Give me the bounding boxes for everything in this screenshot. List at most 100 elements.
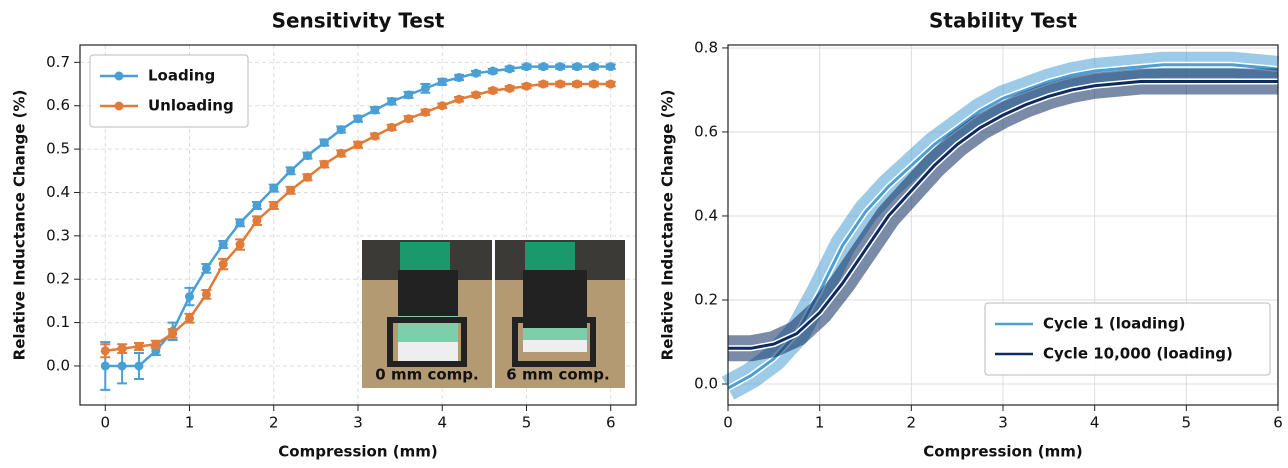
inset-label: 0 mm comp. [375,366,478,384]
y-tick-label: 0.4 [46,183,70,201]
marker [420,83,430,93]
marker [134,341,144,351]
x-tick-label: 1 [185,414,195,432]
y-tick-label: 0.6 [694,122,718,140]
marker [336,125,346,135]
marker [404,90,414,100]
marker [521,62,531,72]
marker [218,259,228,269]
x-tick-label: 3 [998,414,1008,432]
x-tick-label: 0 [723,414,733,432]
y-tick-label: 0.1 [46,313,70,331]
y-tick-label: 0.0 [694,374,718,392]
inset-label: 6 mm comp. [506,366,609,384]
marker [218,240,228,250]
y-axis-label: Relative Inductance Change (%) [11,90,29,361]
marker [185,313,195,323]
x-tick-label: 3 [353,414,363,432]
marker [589,79,599,89]
marker [572,79,582,89]
marker [606,62,616,72]
plot-frame [727,44,1279,406]
x-tick-label: 6 [1273,414,1283,432]
marker [420,107,430,117]
marker [387,96,397,106]
marker [589,62,599,72]
marker [117,344,127,354]
x-tick-label: 1 [815,414,825,432]
y-tick-label: 0.2 [694,290,718,308]
marker [201,263,211,273]
legend-marker [114,101,124,111]
marker [134,361,144,371]
legend-box [984,302,1271,376]
marker [302,172,312,182]
marker [555,62,565,72]
marker [471,68,481,78]
legend-label: Loading [148,67,215,85]
marker [505,64,515,74]
marker [488,86,498,96]
y-tick-label: 0.8 [694,38,718,56]
y-tick-label: 0.6 [46,96,70,114]
y-tick-label: 0.7 [46,53,70,71]
marker [606,79,616,89]
legend-label: Cycle 1 (loading) [1043,315,1185,333]
marker [353,140,363,150]
marker [117,361,127,371]
marker [505,83,515,93]
x-tick-label: 4 [437,414,447,432]
x-tick-label: 2 [269,414,279,432]
marker [319,159,329,169]
y-tick-label: 0.5 [46,140,70,158]
marker [269,200,279,210]
marker [286,166,296,176]
x-tick-label: 5 [522,414,532,432]
x-tick-label: 2 [907,414,917,432]
y-tick-label: 0.3 [46,226,70,244]
legend-label: Cycle 10,000 (loading) [1043,345,1233,363]
marker [252,216,262,226]
y-tick-label: 0.4 [694,206,718,224]
marker [269,183,279,193]
marker [252,200,262,210]
marker [454,94,464,104]
marker [286,185,296,195]
legend-label: Unloading [148,97,234,115]
marker [454,73,464,83]
marker [100,361,110,371]
x-axis-label: Compression (mm) [278,443,437,461]
marker [100,346,110,356]
marker [404,114,414,124]
marker [471,90,481,100]
chart-title: Sensitivity Test [272,9,445,33]
marker [370,131,380,141]
marker [437,101,447,111]
marker [538,79,548,89]
marker [353,114,363,124]
legend-box [89,54,249,128]
x-tick-label: 6 [606,414,616,432]
marker [235,218,245,228]
x-tick-label: 4 [1090,414,1100,432]
legend-marker [114,71,124,81]
y-tick-label: 0.2 [46,270,70,288]
marker [302,151,312,161]
plot-frame [79,44,637,406]
marker [572,62,582,72]
marker [521,81,531,91]
marker [488,66,498,76]
marker [319,138,329,148]
marker [387,122,397,132]
line [728,80,1278,350]
marker [168,328,178,338]
x-axis-label: Compression (mm) [923,443,1082,461]
marker [437,77,447,87]
marker [151,339,161,349]
inset-photo: 0 mm comp. 6 mm comp. [362,240,625,388]
marker [370,105,380,115]
marker [555,79,565,89]
x-tick-label: 5 [1182,414,1192,432]
marker [336,148,346,158]
